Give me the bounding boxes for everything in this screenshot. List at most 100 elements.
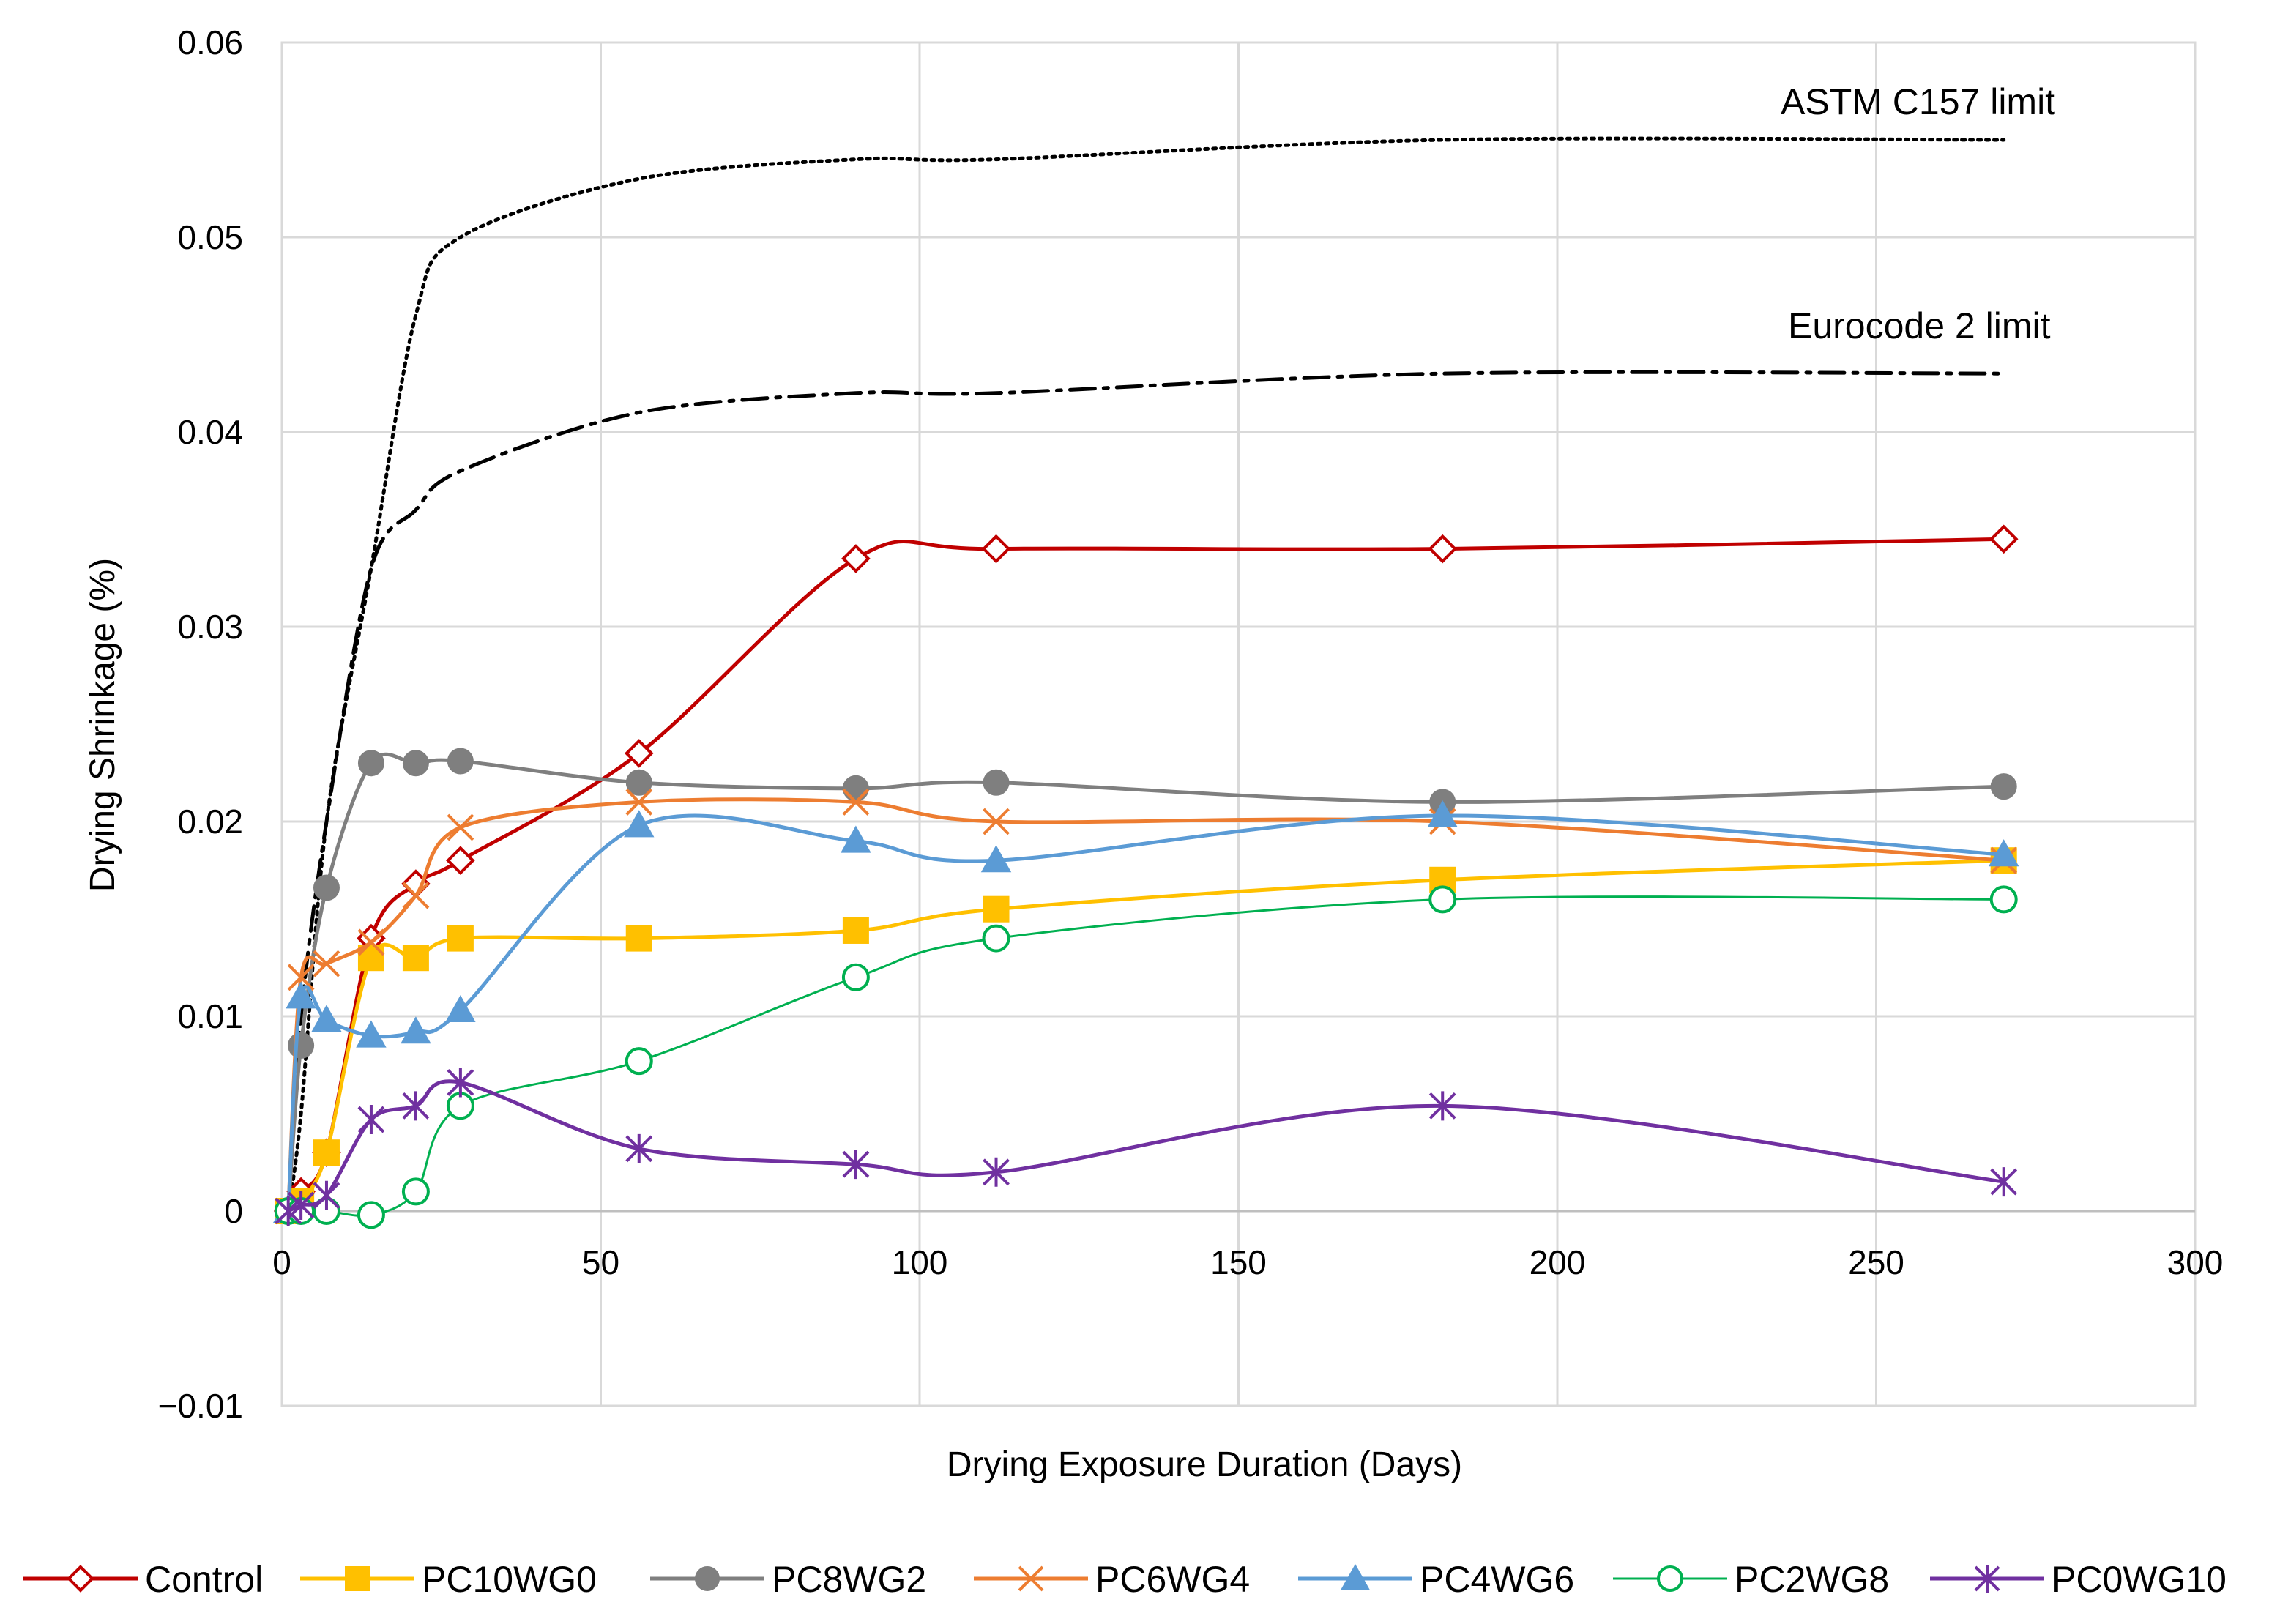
data-point-pc8wg2	[288, 1032, 315, 1059]
series-pc4wg6	[273, 800, 2019, 1223]
series-pc10wg0	[275, 847, 2017, 1224]
data-point-pc2wg8	[446, 1092, 474, 1120]
data-point-pc8wg2	[842, 775, 869, 802]
limit-label-astm: ASTM C157 limit	[1781, 81, 2055, 122]
data-point-pc8wg2	[1990, 773, 2017, 800]
data-point-pc6wg4	[357, 928, 385, 956]
data-point-pc4wg6	[841, 825, 871, 853]
legend-item-control: Control	[23, 1559, 263, 1600]
data-point-pc0wg10	[1428, 1091, 1456, 1121]
data-point-pc4wg6	[980, 845, 1012, 873]
y-tick-label: 0.06	[177, 23, 243, 62]
data-point-pc2wg8	[401, 1177, 430, 1206]
limit-label-eurocode: Eurocode 2 limit	[1788, 305, 2051, 346]
y-tick-label: 0	[224, 1192, 243, 1230]
legend-marker-pc0wg10	[1974, 1565, 2000, 1593]
data-point-pc4wg6	[401, 1016, 431, 1044]
legend-label-pc8wg2: PC8WG2	[772, 1559, 926, 1600]
data-point-pc2wg8	[1428, 885, 1457, 914]
data-point-pc0wg10	[447, 1068, 474, 1098]
data-point-control	[1428, 534, 1458, 564]
series-layer	[273, 524, 2019, 1229]
legend-item-pc8wg2: PC8WG2	[650, 1559, 926, 1600]
data-point-pc10wg0	[402, 945, 429, 972]
data-point-pc0wg10	[357, 1104, 385, 1134]
data-point-pc0wg10	[1990, 1167, 2018, 1197]
data-point-pc4wg6	[356, 1020, 387, 1048]
series-pc0wg10	[275, 1068, 2018, 1226]
data-point-pc4wg6	[311, 1005, 342, 1032]
legend-marker-pc2wg8	[1657, 1565, 1683, 1592]
legend-item-pc4wg6: PC4WG6	[1298, 1559, 1574, 1600]
data-point-pc10wg0	[313, 1139, 340, 1166]
data-point-pc4wg6	[1988, 839, 2019, 867]
limit-line-astm	[286, 136, 2006, 1213]
data-point-pc10wg0	[983, 895, 1010, 923]
data-point-pc10wg0	[625, 925, 652, 952]
x-tick-label: 250	[1848, 1243, 1904, 1281]
y-tick-label: 0.05	[177, 218, 243, 256]
data-point-pc6wg4	[287, 964, 315, 991]
data-point-pc8wg2	[625, 769, 652, 796]
data-point-control	[624, 739, 654, 768]
x-tick-label: 100	[892, 1243, 948, 1281]
grid-layer	[280, 41, 2197, 1407]
legend-label-pc4wg6: PC4WG6	[1420, 1559, 1574, 1600]
data-point-pc8wg2	[402, 750, 429, 777]
x-tick-labels: 0 50 100 150 200 250 300	[272, 1243, 2223, 1281]
data-point-pc0wg10	[625, 1133, 653, 1163]
legend-marker-pc4wg6	[1341, 1563, 1370, 1590]
data-point-pc2wg8	[357, 1201, 385, 1229]
data-point-pc4wg6	[286, 981, 316, 1009]
data-point-pc0wg10	[402, 1091, 430, 1121]
limit-lines	[286, 136, 2006, 1213]
legend-marker-control	[67, 1565, 94, 1593]
data-point-pc6wg4	[842, 788, 870, 816]
data-point-pc6wg4	[402, 882, 430, 909]
data-point-pc4wg6	[624, 810, 655, 838]
data-point-control	[446, 846, 475, 876]
data-point-pc6wg4	[447, 813, 474, 841]
legend: Control PC10WG0 PC8WG2 PC6WG4 PC4WG6 PC2WG8 PC…	[23, 1559, 2227, 1600]
legend-item-pc10wg0: PC10WG0	[300, 1559, 597, 1600]
data-point-pc6wg4	[983, 808, 1010, 835]
x-tick-label: 200	[1530, 1243, 1586, 1281]
legend-marker-pc10wg0	[345, 1566, 370, 1591]
y-tick-labels: −0.01 0 0.01 0.02 0.03 0.04 0.05 0.06	[158, 23, 243, 1425]
data-point-pc10wg0	[447, 925, 474, 952]
y-tick-label: 0.01	[177, 997, 243, 1035]
data-point-pc2wg8	[625, 1047, 653, 1076]
legend-label-pc6wg4: PC6WG4	[1095, 1559, 1250, 1600]
legend-item-pc0wg10: PC0WG10	[1930, 1559, 2227, 1600]
plot-area-border	[280, 41, 2197, 1407]
y-tick-label: −0.01	[158, 1387, 243, 1425]
x-axis-title: Drying Exposure Duration (Days)	[947, 1445, 1462, 1484]
legend-label-control: Control	[145, 1559, 263, 1600]
data-point-pc4wg6	[445, 994, 476, 1023]
x-tick-label: 300	[2167, 1243, 2224, 1281]
data-point-pc6wg4	[625, 788, 653, 816]
data-point-pc6wg4	[313, 950, 340, 977]
data-point-pc0wg10	[983, 1157, 1010, 1187]
data-point-control	[841, 544, 871, 573]
legend-marker-pc6wg4	[1018, 1565, 1044, 1592]
data-point-pc8wg2	[983, 769, 1010, 796]
y-axis-title: Drying Shrinkage (%)	[83, 558, 122, 892]
series-line-pc0wg10	[287, 1079, 2005, 1213]
data-point-pc0wg10	[287, 1191, 315, 1221]
y-tick-label: 0.03	[177, 608, 243, 646]
data-point-pc2wg8	[841, 963, 870, 991]
y-tick-label: 0.04	[177, 413, 243, 451]
data-point-pc10wg0	[842, 917, 869, 944]
legend-label-pc10wg0: PC10WG0	[422, 1559, 597, 1600]
data-point-pc0wg10	[313, 1180, 340, 1210]
data-point-pc2wg8	[1989, 885, 2018, 914]
x-tick-label: 150	[1210, 1243, 1267, 1281]
data-point-pc2wg8	[982, 924, 1010, 953]
data-point-pc8wg2	[313, 874, 340, 901]
legend-label-pc2wg8: PC2WG8	[1735, 1559, 1889, 1600]
data-point-pc4wg6	[1427, 800, 1458, 828]
legend-item-pc6wg4: PC6WG4	[974, 1559, 1250, 1600]
